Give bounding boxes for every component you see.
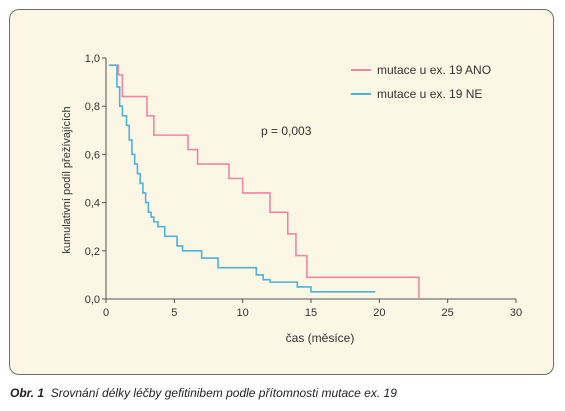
legend-label-ne: mutace u ex. 19 NE <box>377 87 482 101</box>
y-axis-label: kumulativní podíl přežívajících <box>61 106 73 253</box>
x-tick-label: 5 <box>171 307 177 319</box>
x-ticks: 0 5 10 15 20 25 30 <box>103 299 522 319</box>
y-tick-label: 0,2 <box>85 246 100 258</box>
p-value-annotation: p = 0,003 <box>261 124 312 138</box>
figure-caption: Obr. 1 Srovnání délky léčby gefitinibem … <box>10 386 397 400</box>
y-tick-label: 1,0 <box>85 53 100 65</box>
y-tick-label: 0,8 <box>85 101 100 113</box>
chart-panel <box>9 9 554 375</box>
x-tick-label: 25 <box>442 307 454 319</box>
x-tick-label: 10 <box>237 307 249 319</box>
x-tick-label: 15 <box>305 307 317 319</box>
y-ticks: 0,0 0,2 0,4 0,6 0,8 1,0 <box>85 53 106 306</box>
legend-label-ano: mutace u ex. 19 ANO <box>377 63 491 77</box>
x-axis-label: čas (měsíce) <box>286 331 355 345</box>
series-line-ano <box>110 64 420 299</box>
y-tick-label: 0,4 <box>85 198 100 210</box>
x-tick-label: 0 <box>103 307 109 319</box>
y-tick-label: 0,0 <box>85 294 100 306</box>
series-lines <box>108 64 420 299</box>
y-tick-label: 0,6 <box>85 149 100 161</box>
caption-label: Obr. 1 <box>10 386 45 400</box>
caption-text: Srovnání délky léčby gefitinibem podle p… <box>50 386 397 400</box>
x-tick-label: 30 <box>510 307 522 319</box>
legend: mutace u ex. 19 ANO mutace u ex. 19 NE <box>351 63 491 101</box>
series-line-ne <box>108 64 376 293</box>
x-tick-label: 20 <box>373 307 385 319</box>
